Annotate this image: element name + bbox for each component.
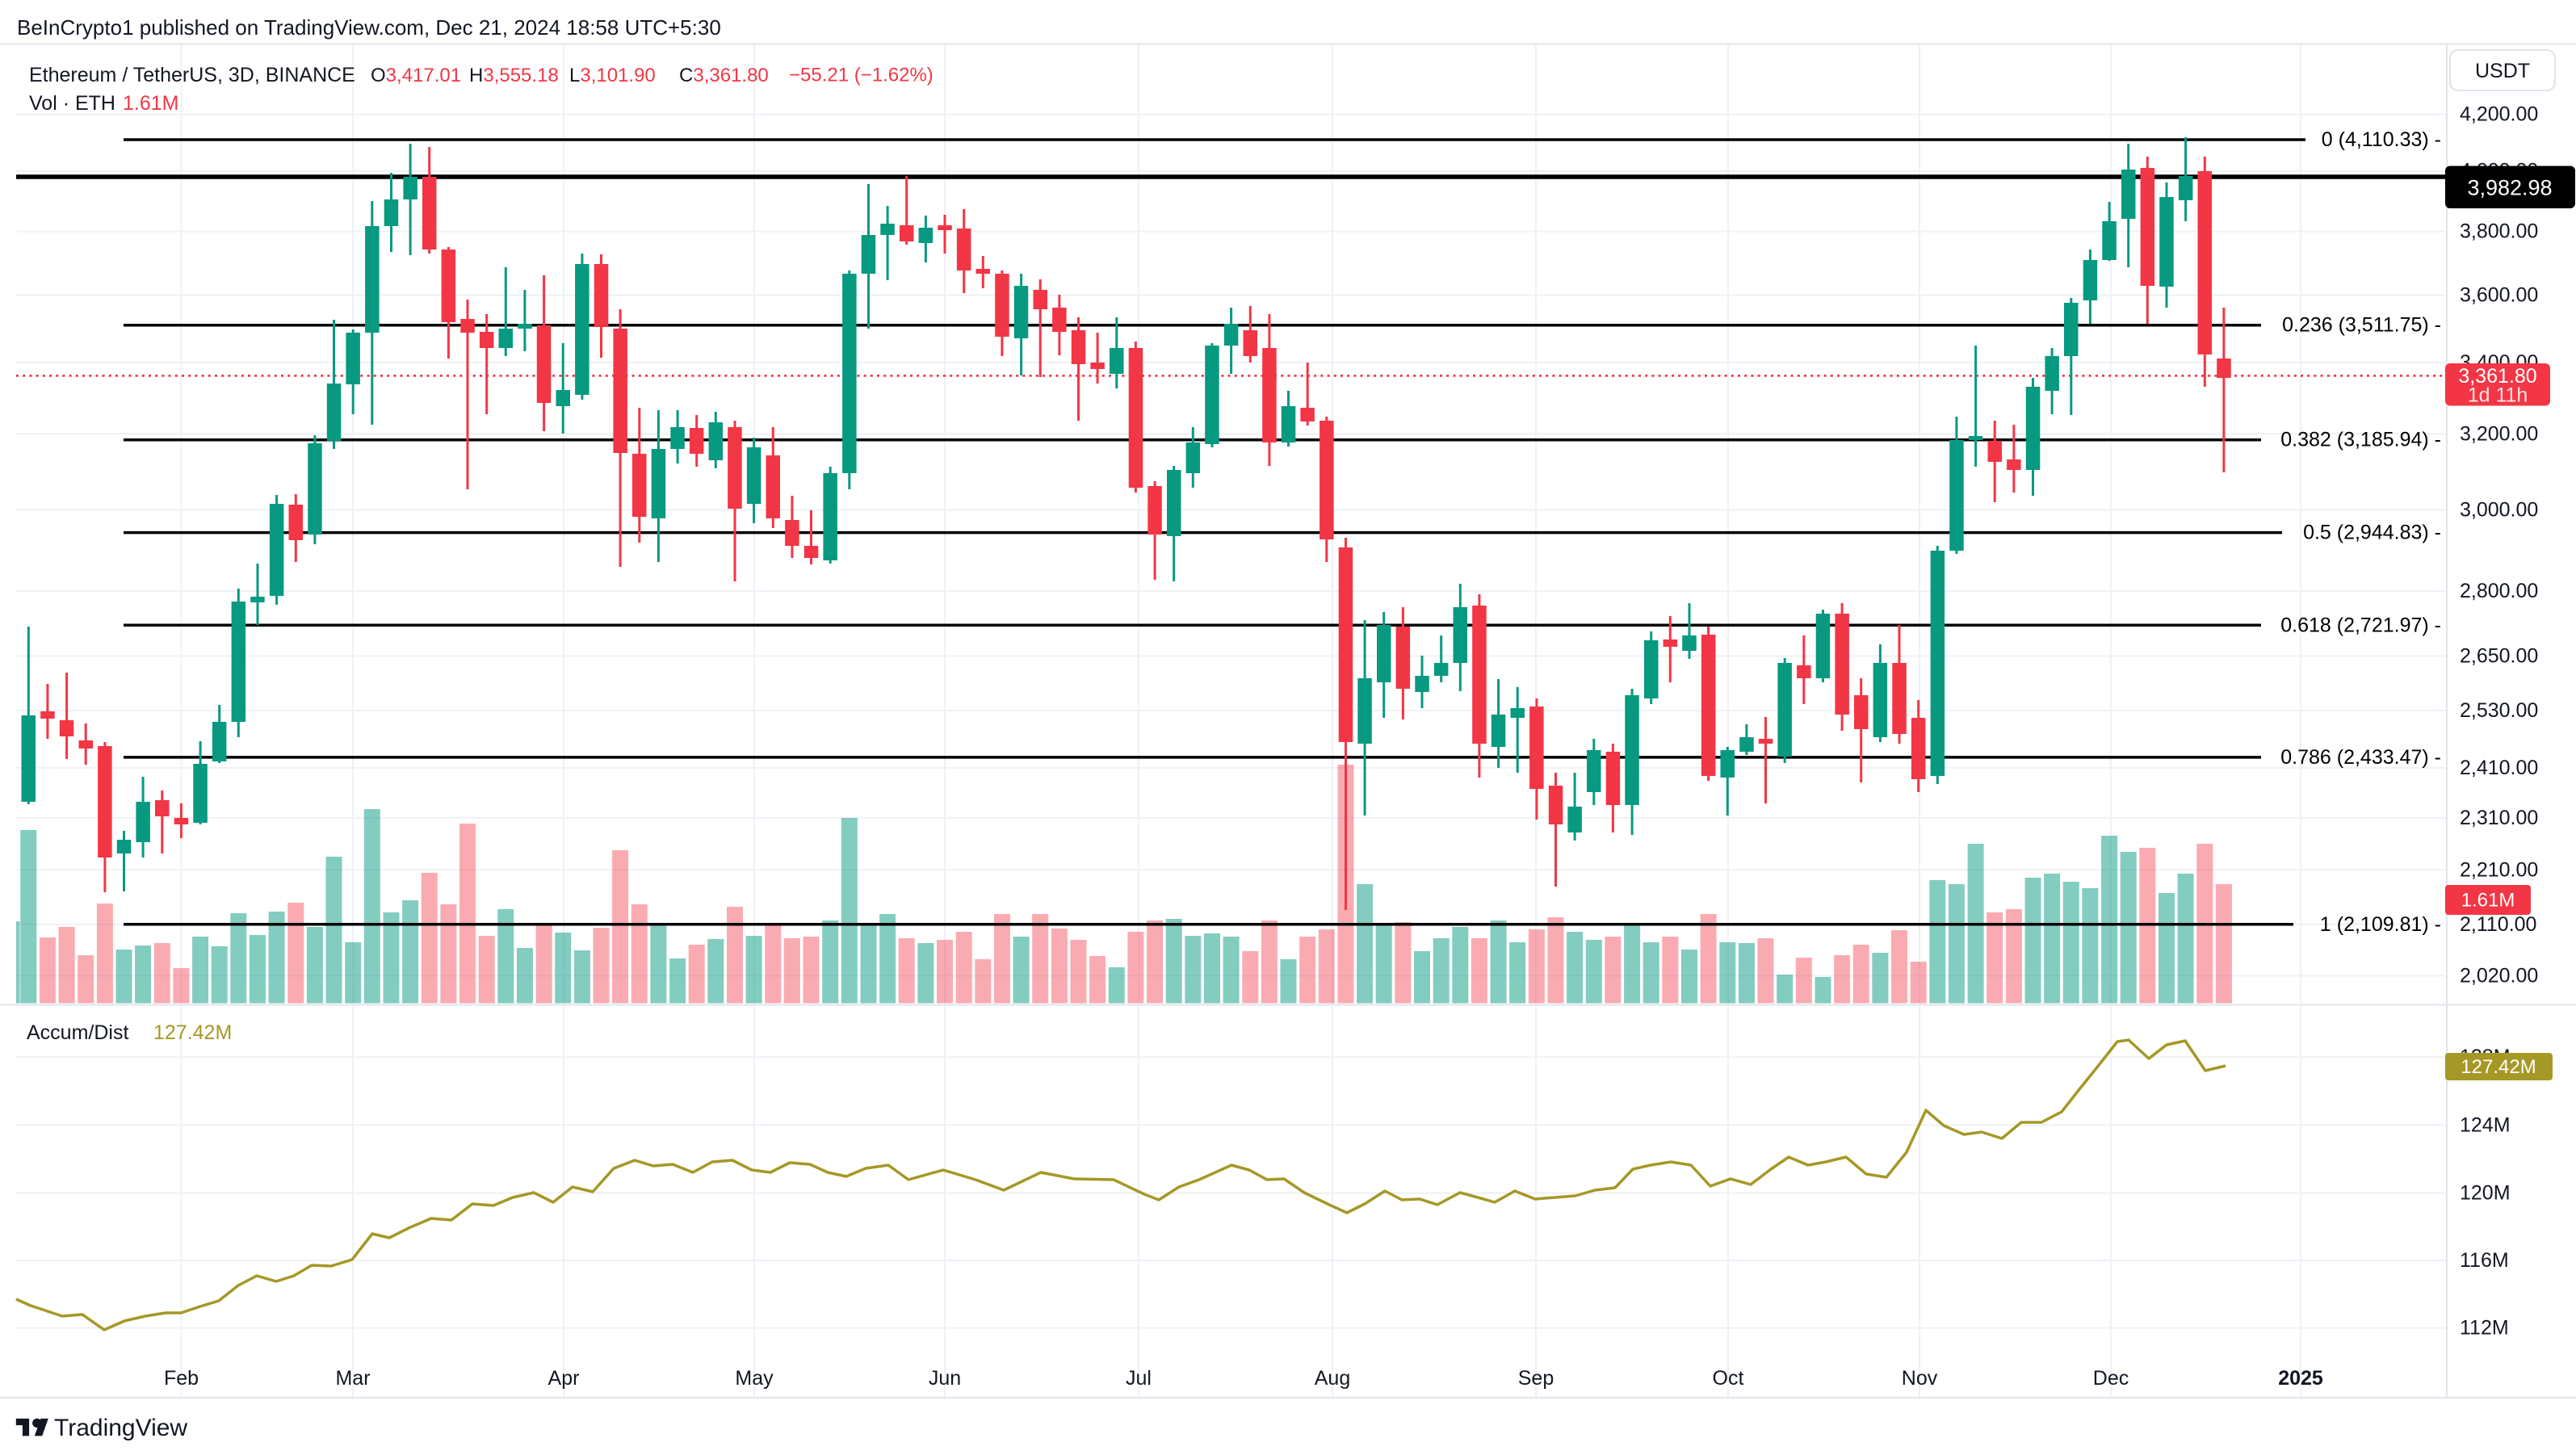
svg-text:120M: 120M	[2460, 1182, 2511, 1205]
svg-text:3,361.80: 3,361.80	[2458, 365, 2536, 388]
svg-text:2,800.00: 2,800.00	[2460, 580, 2538, 602]
svg-text:0.618 (2,721.97) -: 0.618 (2,721.97) -	[2280, 614, 2441, 636]
svg-text:2,310.00: 2,310.00	[2460, 807, 2538, 829]
svg-text:BeInCrypto1 published on Tradi: BeInCrypto1 published on TradingView.com…	[17, 15, 721, 40]
svg-text:Ethereum / TetherUS, 3D, BINAN: Ethereum / TetherUS, 3D, BINANCE	[29, 64, 355, 86]
svg-text:0.786 (2,433.47) -: 0.786 (2,433.47) -	[2280, 746, 2441, 769]
svg-text:−55.21 (−1.62%): −55.21 (−1.62%)	[789, 65, 933, 86]
svg-text:2025: 2025	[2278, 1367, 2323, 1390]
svg-text:0.382 (3,185.94) -: 0.382 (3,185.94) -	[2280, 429, 2441, 451]
svg-text:1 (2,109.81) -: 1 (2,109.81) -	[2320, 913, 2441, 936]
svg-text:0.236 (3,511.75) -: 0.236 (3,511.75) -	[2282, 314, 2441, 337]
svg-text:2,110.00: 2,110.00	[2460, 913, 2536, 936]
svg-text:Accum/Dist: Accum/Dist	[27, 1021, 128, 1044]
svg-text:3,200.00: 3,200.00	[2460, 422, 2538, 445]
svg-text:3,982.98: 3,982.98	[2467, 176, 2552, 200]
svg-text:L3,101.90: L3,101.90	[569, 65, 656, 86]
svg-text:Nov: Nov	[1902, 1367, 1938, 1390]
svg-text:Vol · ETH: Vol · ETH	[29, 92, 115, 115]
svg-text:C3,361.80: C3,361.80	[679, 65, 769, 86]
svg-text:112M: 112M	[2460, 1317, 2509, 1340]
svg-text:Apr: Apr	[548, 1367, 580, 1390]
svg-text:2,530.00: 2,530.00	[2460, 699, 2538, 722]
svg-text:USDT: USDT	[2475, 60, 2530, 82]
svg-text:2,210.00: 2,210.00	[2460, 858, 2538, 881]
svg-text:3,600.00: 3,600.00	[2460, 284, 2538, 307]
svg-text:Sep: Sep	[1518, 1367, 1554, 1390]
svg-text:3,000.00: 3,000.00	[2460, 499, 2538, 522]
svg-text:124M: 124M	[2460, 1113, 2511, 1136]
svg-text:Aug: Aug	[1315, 1367, 1350, 1390]
svg-text:1d 11h: 1d 11h	[2468, 384, 2528, 407]
svg-text:127.42M: 127.42M	[153, 1021, 232, 1044]
svg-text:Jul: Jul	[1126, 1367, 1152, 1390]
svg-text:2,650.00: 2,650.00	[2460, 645, 2538, 668]
svg-text:2,410.00: 2,410.00	[2460, 757, 2538, 779]
svg-text:4,200.00: 4,200.00	[2460, 103, 2538, 126]
svg-text:1.61M: 1.61M	[2461, 890, 2515, 912]
svg-text:Dec: Dec	[2093, 1367, 2129, 1390]
svg-text:TradingView: TradingView	[54, 1415, 187, 1441]
svg-text:Jun: Jun	[929, 1367, 961, 1390]
svg-text:127.42M: 127.42M	[2461, 1056, 2536, 1078]
svg-text:0 (4,110.33) -: 0 (4,110.33) -	[2322, 128, 2441, 151]
svg-text:H3,555.18: H3,555.18	[469, 65, 559, 86]
svg-text:May: May	[735, 1367, 774, 1390]
svg-text:1.61M: 1.61M	[123, 92, 178, 115]
svg-text:Mar: Mar	[335, 1367, 370, 1390]
svg-text:O3,417.01: O3,417.01	[371, 65, 461, 86]
svg-text:Feb: Feb	[164, 1367, 199, 1390]
svg-text:3,800.00: 3,800.00	[2460, 220, 2538, 243]
svg-text:Oct: Oct	[1713, 1367, 1744, 1390]
svg-text:116M: 116M	[2460, 1249, 2509, 1272]
svg-text:0.5 (2,944.83) -: 0.5 (2,944.83) -	[2303, 522, 2441, 544]
svg-text:2,020.00: 2,020.00	[2460, 964, 2538, 987]
